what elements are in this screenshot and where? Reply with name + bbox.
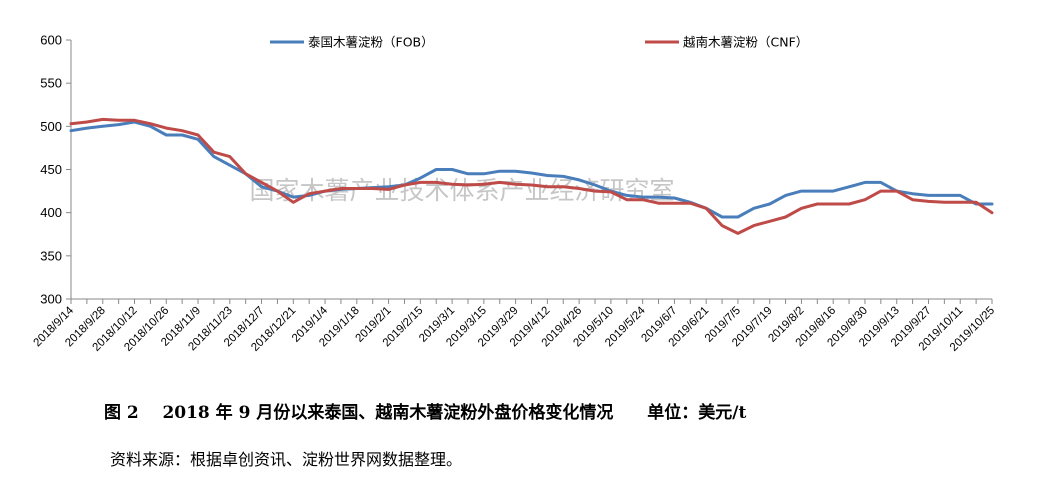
y-axis: 300 350 400 450 500 550 600 xyxy=(40,33,72,307)
legend-label-2: 越南木薯淀粉（CNF） xyxy=(683,35,808,50)
y-tick-label: 500 xyxy=(40,119,62,134)
y-tick-label: 400 xyxy=(40,205,62,220)
legend-label-1: 泰国木薯淀粉（FOB） xyxy=(308,35,434,50)
figure-number: 图 2 xyxy=(104,403,139,423)
line-chart: 300 350 400 450 500 550 600 2018/9/142018/9/28… xyxy=(31,33,997,354)
y-tick-label: 600 xyxy=(40,33,62,48)
y-tick-label: 350 xyxy=(40,248,62,263)
series-lines xyxy=(69,117,994,235)
figure-unit: 单位：美元/t xyxy=(647,403,747,423)
figure-caption: 图 2 2018 年 9 月份以来泰国、越南木薯淀粉外盘价格变化情况 单位：美元… xyxy=(104,398,746,423)
x-axis: 2018/9/142018/9/282018/10/122018/10/2620… xyxy=(31,298,997,354)
y-tick-label: 550 xyxy=(40,76,62,91)
figure-title: 2018 年 9 月份以来泰国、越南木薯淀粉外盘价格变化情况 xyxy=(162,403,614,423)
series-line-2 xyxy=(69,117,994,235)
y-tick-label: 450 xyxy=(40,162,62,177)
source-note: 资料来源：根据卓创资讯、淀粉世界网数据整理。 xyxy=(110,450,463,469)
y-tick-label: 300 xyxy=(40,292,62,307)
legend: 泰国木薯淀粉（FOB） 越南木薯淀粉（CNF） xyxy=(270,35,808,50)
series-line-1 xyxy=(69,120,994,219)
